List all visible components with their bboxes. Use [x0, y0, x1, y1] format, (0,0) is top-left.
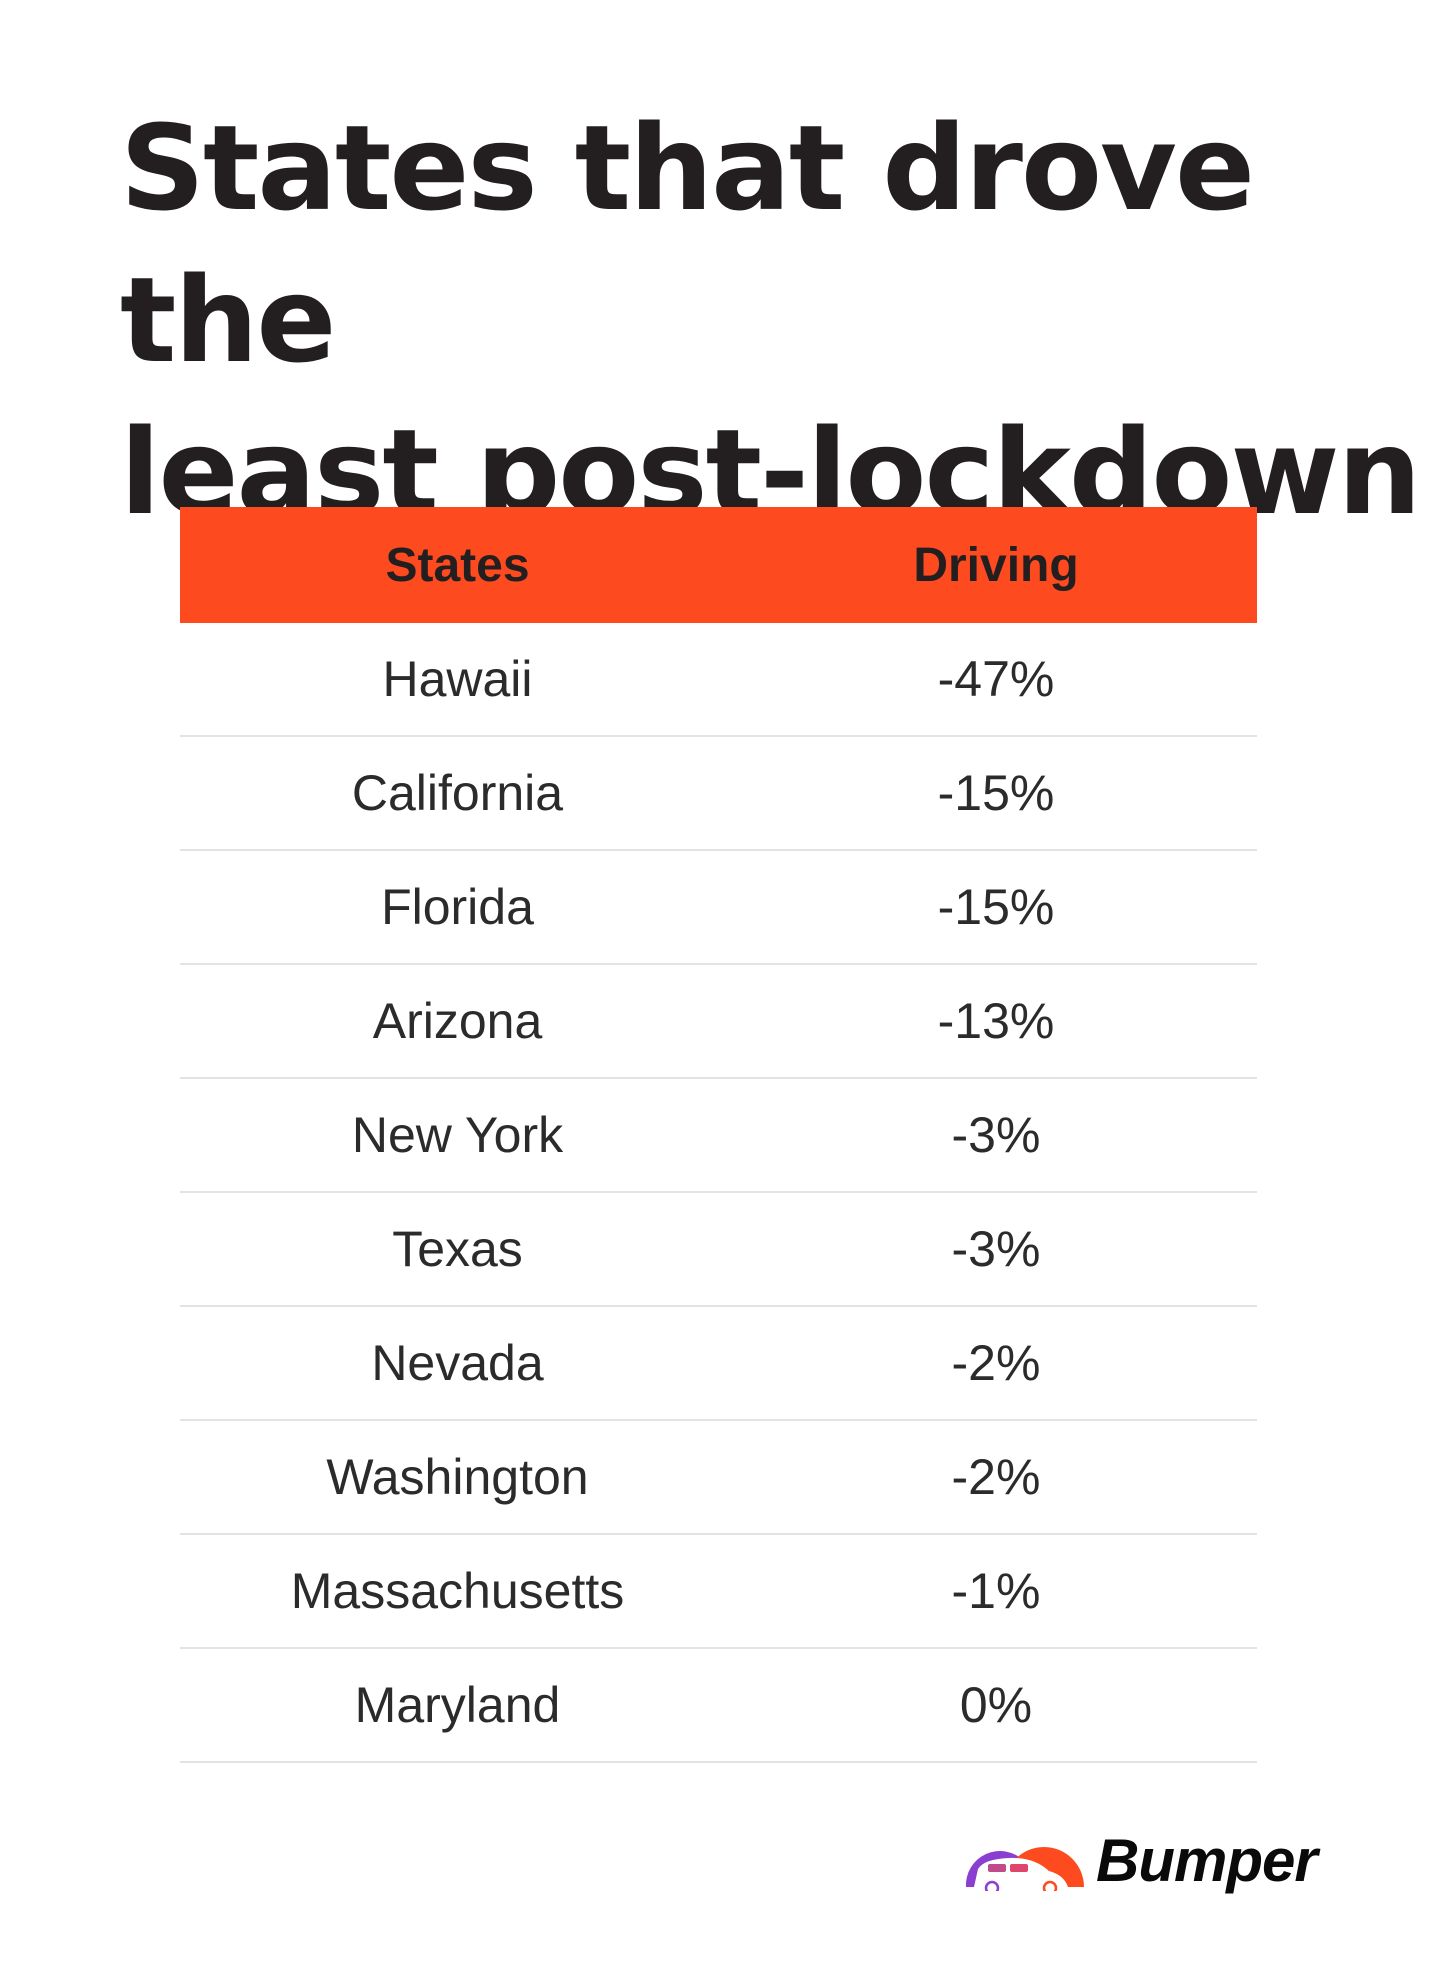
state-cell: Massachusetts — [290, 1563, 625, 1619]
driving-cell: -15% — [937, 765, 1055, 821]
driving-cell: -1% — [951, 1563, 1041, 1619]
header-states: States — [385, 538, 530, 592]
states-table: States Driving Hawaii -47% California -15% F… — [180, 507, 1257, 1763]
driving-cell: -2% — [951, 1449, 1041, 1505]
driving-cell: -2% — [951, 1335, 1041, 1391]
table-row: Florida -15% — [180, 851, 1257, 965]
car-logo-icon — [965, 1846, 1084, 1891]
table-row: Texas -3% — [180, 1193, 1257, 1307]
title-line-1: States that drove the — [120, 99, 1255, 389]
driving-cell: -3% — [951, 1221, 1041, 1277]
state-cell: Nevada — [371, 1335, 544, 1391]
state-cell: Arizona — [372, 993, 543, 1049]
state-cell: Florida — [381, 879, 534, 935]
table-row: Nevada -2% — [180, 1307, 1257, 1421]
table-row: California -15% — [180, 737, 1257, 851]
table-header: States Driving — [180, 507, 1257, 623]
state-cell: Washington — [326, 1449, 589, 1505]
page-title: States that drove the least post-lockdow… — [120, 92, 1436, 548]
brand-name: Bumper — [1096, 1827, 1318, 1894]
state-cell: California — [351, 765, 564, 821]
state-cell: New York — [351, 1107, 564, 1163]
table-row: Hawaii -47% — [180, 623, 1257, 737]
state-cell: Hawaii — [382, 651, 533, 707]
table-row: Washington -2% — [180, 1421, 1257, 1535]
driving-cell: -13% — [937, 993, 1055, 1049]
state-cell: Maryland — [354, 1677, 561, 1733]
driving-cell: -15% — [937, 879, 1055, 935]
table-row: Arizona -13% — [180, 965, 1257, 1079]
table-row: Massachusetts -1% — [180, 1535, 1257, 1649]
driving-cell: -47% — [937, 651, 1055, 707]
driving-cell: 0% — [959, 1677, 1033, 1733]
header-driving: Driving — [913, 538, 1079, 592]
table-row: Maryland 0% — [180, 1649, 1257, 1763]
table-row: New York -3% — [180, 1079, 1257, 1193]
driving-cell: -3% — [951, 1107, 1041, 1163]
bumper-logo: Bumper — [964, 1826, 1318, 1895]
state-cell: Texas — [392, 1221, 523, 1277]
